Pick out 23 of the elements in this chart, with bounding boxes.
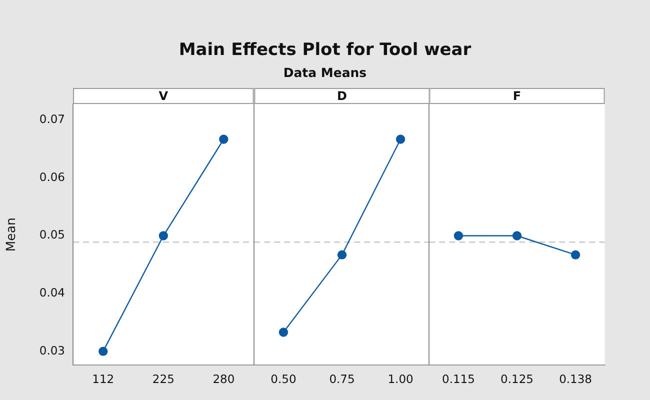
x-tick-label: 0.138 [559,372,592,386]
x-axis-title: V [158,89,169,104]
x-tick-label: 1.00 [387,372,413,386]
chart-title: Main Effects Plot for Tool wear [178,40,472,60]
x-tick-label: 225 [152,372,174,386]
y-axis-title: Mean [2,218,18,252]
chart-subtitle: Data Means [282,65,368,80]
point [98,346,108,356]
y-tick-label: 0.03 [39,343,65,358]
y-tick-label: 0.05 [39,228,65,242]
x-tick-label: 280 [212,372,235,386]
x-tick-label: 0.125 [500,372,534,386]
point [158,231,168,240]
x-axis-title: D [336,89,347,104]
y-tick-label: 0.07 [39,112,65,126]
x-tick-label: 0.115 [442,372,476,386]
y-tick-label: 0.04 [39,286,65,300]
x-axis-title: F [513,89,522,104]
y-tick-label: 0.06 [39,170,65,184]
x-tick-label: 0.75 [328,372,354,386]
x-tick-label: 112 [92,372,114,386]
x-tick-label: 0.50 [270,372,296,386]
point [219,134,228,144]
